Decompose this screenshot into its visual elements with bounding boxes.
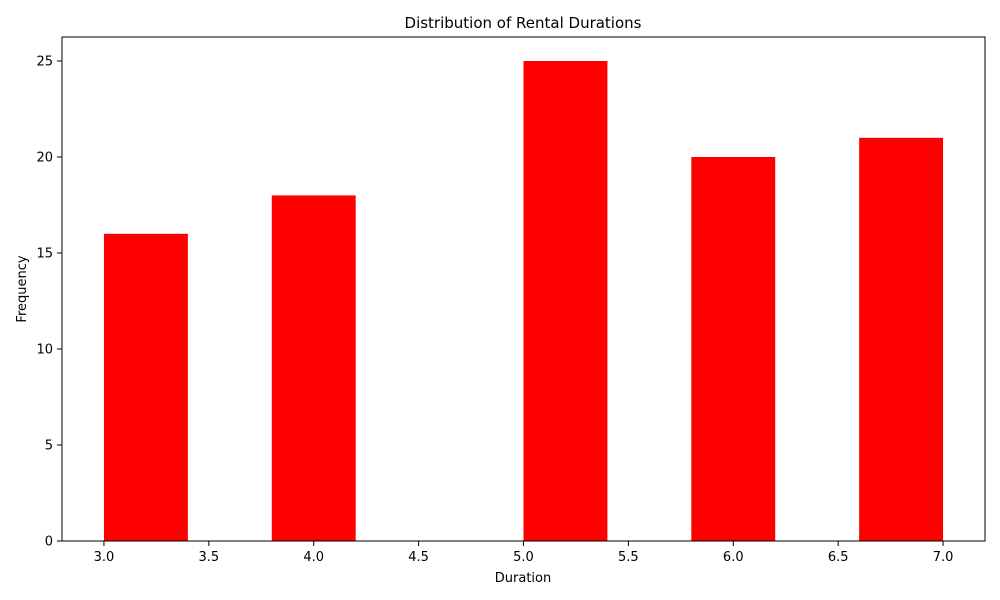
bar-3 [523,61,608,541]
y-axis-ticks: 0 5 10 15 20 25 [36,55,62,550]
bar-2 [271,195,356,541]
x-axis-ticks: 3.0 3.5 4.0 4.5 5.0 5.5 6.0 6.5 7.0 [94,541,954,565]
y-axis-label: Frequency [15,255,30,322]
y-tick-label: 15 [36,247,53,262]
x-tick-label: 7.0 [933,550,954,565]
chart-title: Distribution of Rental Durations [405,14,642,32]
x-tick-label: 4.5 [408,550,429,565]
bar-1 [103,233,188,542]
x-tick-label: 5.5 [618,550,639,565]
bar-4 [691,157,776,541]
y-tick-label: 0 [45,535,53,550]
x-tick-label: 5.0 [513,550,534,565]
bar-5 [859,137,944,542]
plot-frame [61,36,986,542]
y-tick-label: 5 [45,439,53,454]
y-tick-label: 10 [36,343,53,358]
x-tick-label: 3.0 [94,550,115,565]
x-tick-label: 6.0 [723,550,744,565]
x-tick-label: 3.5 [198,550,219,565]
x-tick-label: 6.5 [828,550,849,565]
bars-layer [103,61,944,542]
y-tick-label: 25 [36,55,53,70]
y-tick-label: 20 [36,151,53,166]
x-tick-label: 4.0 [303,550,324,565]
x-axis-label: Duration [495,571,551,586]
